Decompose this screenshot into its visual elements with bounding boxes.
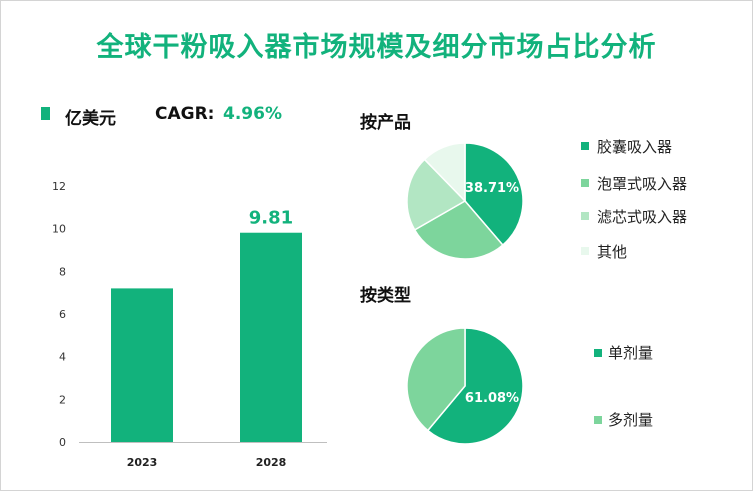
x-tick-label: 2028: [256, 456, 287, 469]
legend-marker-single-dose: [594, 349, 602, 357]
x-tick-label: 2023: [127, 456, 158, 469]
y-tick-label: 4: [59, 351, 66, 364]
bar-2028: [240, 232, 302, 442]
pie-value-label: 61.08%: [465, 391, 519, 406]
y-tick-label: 12: [52, 180, 66, 193]
pie-slice-胶囊吸入器: [464, 142, 524, 247]
y-tick-label: 6: [59, 308, 66, 321]
legend-single-dose: 单剂量: [608, 344, 654, 362]
y-tick-label: 8: [59, 265, 66, 278]
legend-marker-cartridge: [581, 212, 589, 220]
pie-value-label: 38.71%: [465, 181, 519, 196]
unit-label: 亿美元: [65, 109, 116, 129]
bar-2023: [111, 288, 173, 442]
legend-multi-dose: 多剂量: [608, 411, 654, 429]
legend-marker-blister: [581, 179, 589, 187]
y-tick-label: 2: [59, 393, 66, 406]
pie-slice-多剂量: [406, 327, 466, 432]
pie-slice-滤芯式吸入器: [406, 158, 467, 231]
legend-marker-other: [581, 247, 589, 255]
legend-other: 其他: [597, 243, 628, 261]
pie-slice-泡罩式吸入器: [413, 200, 504, 260]
page-title: 全球干粉吸入器市场规模及细分市场占比分析: [96, 32, 657, 63]
cagr-value: 4.96%: [223, 104, 282, 124]
legend-blister: 泡罩式吸入器: [597, 175, 688, 193]
pie-slice-单剂量: [426, 327, 524, 445]
product-section-title: 按产品: [360, 113, 411, 133]
type-section-title: 按类型: [360, 286, 411, 306]
legend-capsule: 胶囊吸入器: [597, 138, 673, 156]
legend-cartridge: 滤芯式吸入器: [597, 208, 688, 226]
legend-marker-multi-dose: [594, 416, 602, 424]
pie-slice-其他: [423, 142, 466, 203]
unit-legend-marker: [41, 107, 50, 120]
legend-marker-capsule: [581, 142, 589, 150]
bar-value-label: 9.81: [249, 208, 293, 229]
y-tick-label: 10: [52, 223, 66, 236]
cagr-label: CAGR:: [155, 104, 215, 124]
y-tick-label: 0: [59, 436, 66, 449]
